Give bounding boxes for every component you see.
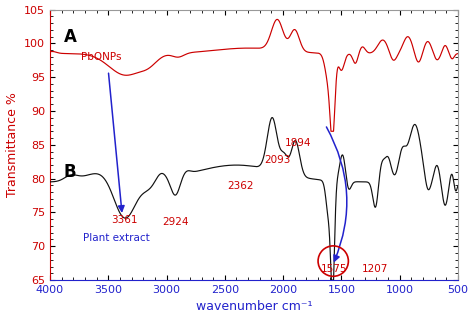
Text: Plant extract: Plant extract xyxy=(82,233,149,243)
Y-axis label: Transmittance %: Transmittance % xyxy=(6,93,18,197)
Text: 2362: 2362 xyxy=(228,181,254,191)
Text: 3361: 3361 xyxy=(111,215,138,225)
Text: 2093: 2093 xyxy=(264,155,291,165)
X-axis label: wavenumber cm⁻¹: wavenumber cm⁻¹ xyxy=(196,300,312,314)
Text: PbONPs: PbONPs xyxy=(82,52,122,62)
Text: A: A xyxy=(64,28,77,46)
Text: 1207: 1207 xyxy=(362,264,388,274)
Text: B: B xyxy=(64,163,77,181)
Text: 2924: 2924 xyxy=(162,217,189,226)
Text: 1894: 1894 xyxy=(285,138,311,148)
Text: 1575: 1575 xyxy=(320,264,347,274)
